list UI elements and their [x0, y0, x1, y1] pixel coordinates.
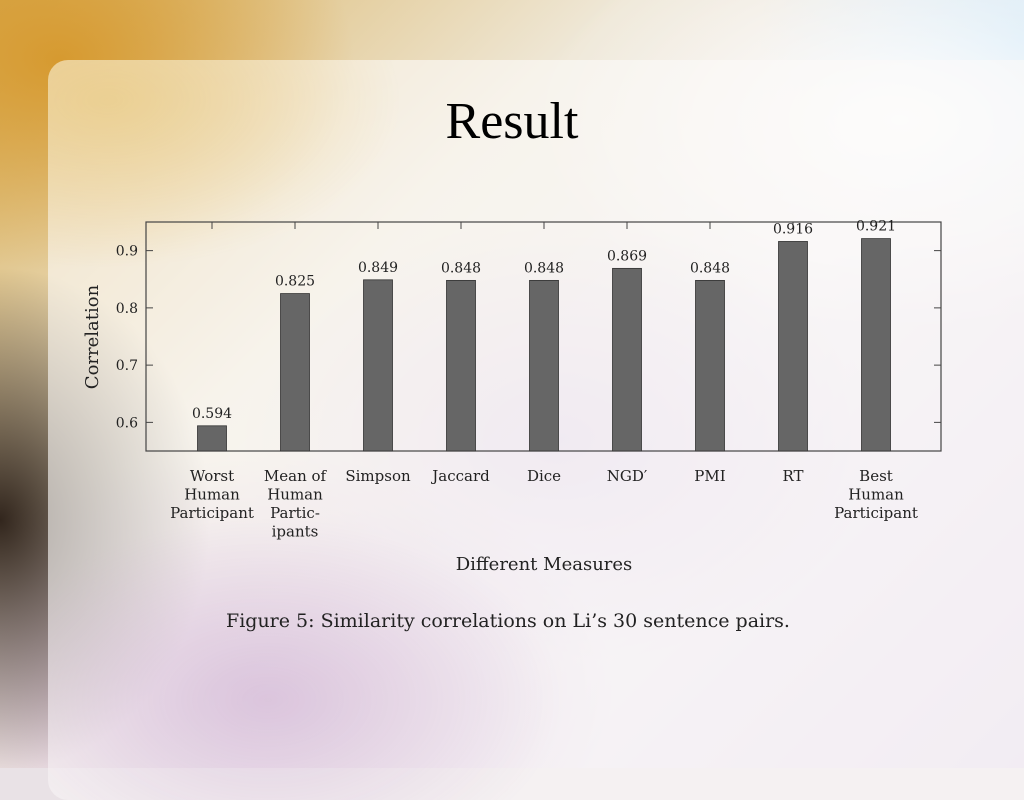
category-label: Mean of Human Partic-ipants — [264, 467, 328, 541]
category-label-line: Partic- — [270, 504, 320, 522]
category-label-line: ipants — [272, 523, 319, 541]
y-tick-label: 0.7 — [116, 358, 138, 374]
y-tick-label: 0.9 — [116, 244, 138, 260]
value-labels: 0.594 0.825 0.849 0.848 0.848 0.869 0.848 0.916… — [192, 219, 896, 422]
category-label: Best Human Participant — [834, 467, 918, 522]
y-tick-label: 0.8 — [116, 301, 138, 317]
category-label-line: NGD′ — [607, 467, 648, 485]
category-label: Simpson — [345, 467, 411, 485]
data-label: 0.921 — [856, 219, 896, 235]
bar — [778, 241, 808, 452]
category-label: PMI — [694, 467, 725, 485]
data-label: 0.825 — [275, 274, 315, 290]
y-tick-label: 0.6 — [116, 415, 138, 431]
category-label-line: Best — [859, 467, 893, 485]
figure-caption: Figure 5: Similarity correlations on Li’… — [226, 610, 790, 632]
category-label-line: Simpson — [345, 467, 411, 485]
data-label: 0.848 — [441, 260, 481, 276]
bar — [280, 293, 310, 452]
category-label: NGD′ — [607, 467, 648, 485]
bar — [363, 279, 393, 452]
category-label: RT — [782, 467, 803, 485]
x-axis-label: Different Measures — [456, 554, 633, 575]
data-label: 0.594 — [192, 406, 232, 422]
y-axis-label: Correlation — [82, 284, 103, 389]
category-label-line: Jaccard — [430, 467, 490, 485]
category-label-line: Participant — [834, 504, 918, 522]
y-axis: 0.6 0.7 0.8 0.9 — [116, 244, 941, 431]
category-label-line: Mean of — [264, 467, 328, 485]
category-label-line: PMI — [694, 467, 725, 485]
bar — [529, 279, 559, 452]
category-label-line: Human — [184, 486, 240, 504]
bar — [695, 279, 725, 452]
bars — [197, 238, 891, 452]
category-label-line: Human — [267, 486, 323, 504]
data-label: 0.848 — [690, 260, 730, 276]
bar — [861, 238, 891, 452]
bar — [446, 279, 476, 452]
bar — [612, 267, 642, 452]
category-label-line: Human — [848, 486, 904, 504]
bar — [197, 425, 227, 452]
category-label: Worst Human Participant — [170, 467, 254, 522]
data-label: 0.848 — [524, 260, 564, 276]
category-label-line: RT — [782, 467, 803, 485]
category-label-line: Worst — [190, 467, 234, 485]
data-label: 0.916 — [773, 221, 813, 237]
data-label: 0.869 — [607, 248, 647, 264]
category-label: Dice — [527, 467, 561, 485]
slide-title: Result — [445, 93, 579, 150]
data-label: 0.849 — [358, 260, 398, 276]
category-label: Jaccard — [430, 467, 490, 485]
category-label-line: Participant — [170, 504, 254, 522]
category-label-line: Dice — [527, 467, 561, 485]
